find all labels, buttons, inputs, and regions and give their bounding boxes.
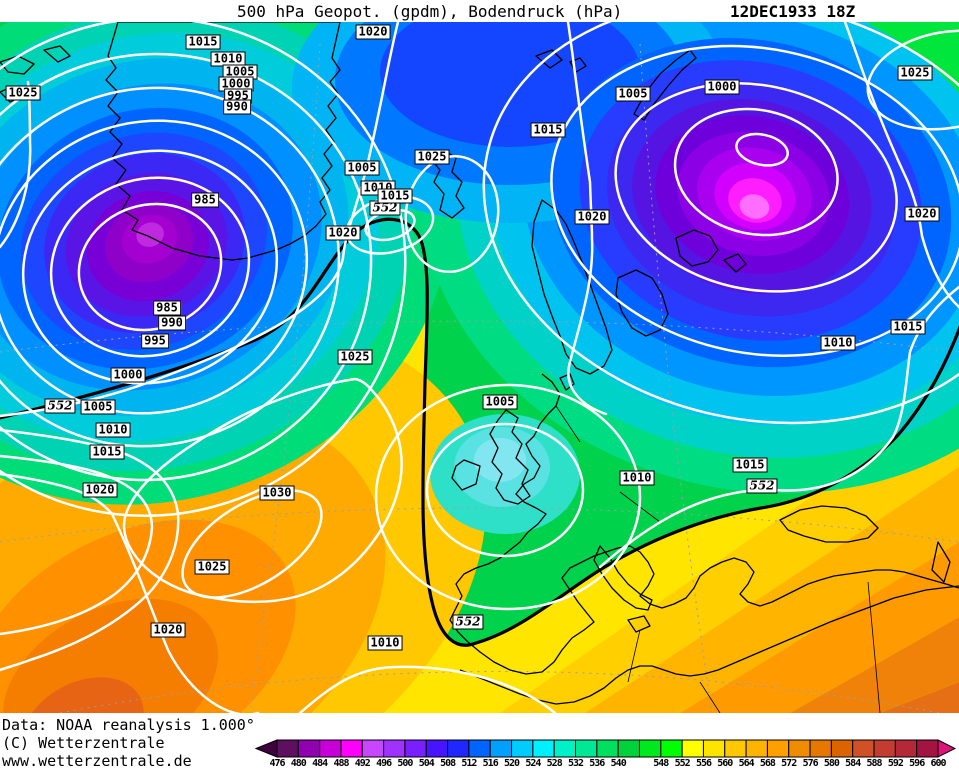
colorbar-tick-536: 536 [589, 758, 605, 769]
map-title: 500 hPa Geopot. (gpdm), Bodendruck (hPa) [237, 2, 623, 21]
colorbar-segment [852, 739, 875, 758]
colorbar-segment [681, 739, 704, 758]
azores-high-isobars [181, 489, 323, 599]
colorbar-segment [340, 739, 363, 758]
field-cold-pools [0, 0, 959, 534]
map-datetime: 12DEC1933 18Z [730, 2, 856, 21]
attribution-url: www.wetterzentrale.de [2, 752, 192, 770]
colorbar-tick-484: 484 [312, 758, 328, 769]
colorbar-segment [809, 739, 832, 758]
colorbar-svg [254, 739, 957, 758]
title-bar: 500 hPa Geopot. (gpdm), Bodendruck (hPa)… [0, 0, 959, 22]
colorbar-segment [596, 739, 619, 758]
colorbar-arrow-left [254, 739, 278, 758]
colorbar-tick-540: 540 [610, 758, 627, 769]
contour-552 [0, 217, 959, 647]
colorbar-segment [894, 739, 918, 758]
colorbar-segment [916, 739, 939, 758]
colorbar-segment [276, 739, 299, 758]
colorbar-tick-496: 496 [376, 758, 392, 769]
colorbar: 476 480 484 488 492 496 500 504 508 512 516 520 524 5… [0, 738, 959, 770]
colorbar-segment [383, 739, 406, 758]
colorbar-segment [873, 739, 896, 758]
colorbar-tick-584: 584 [845, 758, 861, 769]
colorbar-segment [724, 739, 747, 758]
colorbar-tick-516: 516 [482, 758, 499, 769]
attribution-copyright: (C) Wetterzentrale [2, 734, 165, 752]
colorbar-tick-524: 524 [525, 758, 541, 769]
colorbar-tick-520: 520 [503, 758, 520, 769]
country-borders [555, 405, 881, 714]
colorbar-tick-592: 592 [887, 758, 904, 769]
colorbar-tick-476: 476 [269, 758, 285, 769]
colorbar-segment [830, 739, 854, 758]
colorbar-segment [788, 739, 811, 758]
colorbar-tick-568: 568 [759, 758, 776, 769]
colorbar-tick-576: 576 [802, 758, 819, 769]
colorbar-tick-504: 504 [418, 758, 435, 769]
colorbar-segment [511, 739, 534, 758]
colorbar-tick-556: 556 [695, 758, 712, 769]
colorbar-tick-492: 492 [354, 758, 371, 769]
colorbar-tick-596: 596 [909, 758, 925, 769]
colorbar-tick-600: 600 [930, 758, 946, 769]
colorbar-tick-500: 500 [397, 758, 413, 769]
colorbar-tick-512: 512 [461, 758, 477, 769]
colorbar-arrow-right [937, 739, 957, 758]
colorbar-tick-564: 564 [738, 758, 755, 769]
colorbar-segment [468, 739, 491, 758]
colorbar-tick-580: 580 [823, 758, 840, 769]
channel-cool-spot [430, 414, 580, 534]
colorbar-segment [745, 739, 768, 758]
colorbar-tick-588: 588 [866, 758, 882, 769]
colorbar-segment [404, 739, 427, 758]
colorbar-tick-488: 488 [333, 758, 349, 769]
channel-low-1005 [425, 422, 585, 558]
colorbar-tick-532: 532 [567, 758, 584, 769]
colorbar-segment [297, 739, 321, 758]
colorbar-tick-508: 508 [440, 758, 456, 769]
colorbar-tick-480: 480 [290, 758, 307, 769]
colorbar-segment [617, 739, 640, 758]
colorbar-segment [553, 739, 577, 758]
colorbar-tick-528: 528 [546, 758, 563, 769]
colorbar-tick-560: 560 [717, 758, 733, 769]
colorbar-tick-552: 552 [674, 758, 691, 769]
channel-low-1010 [374, 383, 642, 611]
colorbar-segment [319, 739, 342, 758]
colorbar-tick-548: 548 [653, 758, 669, 769]
colorbar-segment [638, 739, 662, 758]
colorbar-segment [532, 739, 555, 758]
attribution-data-source: Data: NOAA reanalysis 1.000° [2, 716, 255, 734]
colorbar-segment [766, 739, 790, 758]
colorbar-tick-572: 572 [781, 758, 797, 769]
colorbar-segment [660, 739, 683, 758]
colorbar-segment [489, 739, 513, 758]
colorbar-segment [702, 739, 726, 758]
isobars [0, 0, 959, 716]
colorbar-segment [575, 739, 598, 758]
colorbar-segment [361, 739, 385, 758]
colorbar-segment [425, 739, 449, 758]
colorbar-segment [447, 739, 470, 758]
